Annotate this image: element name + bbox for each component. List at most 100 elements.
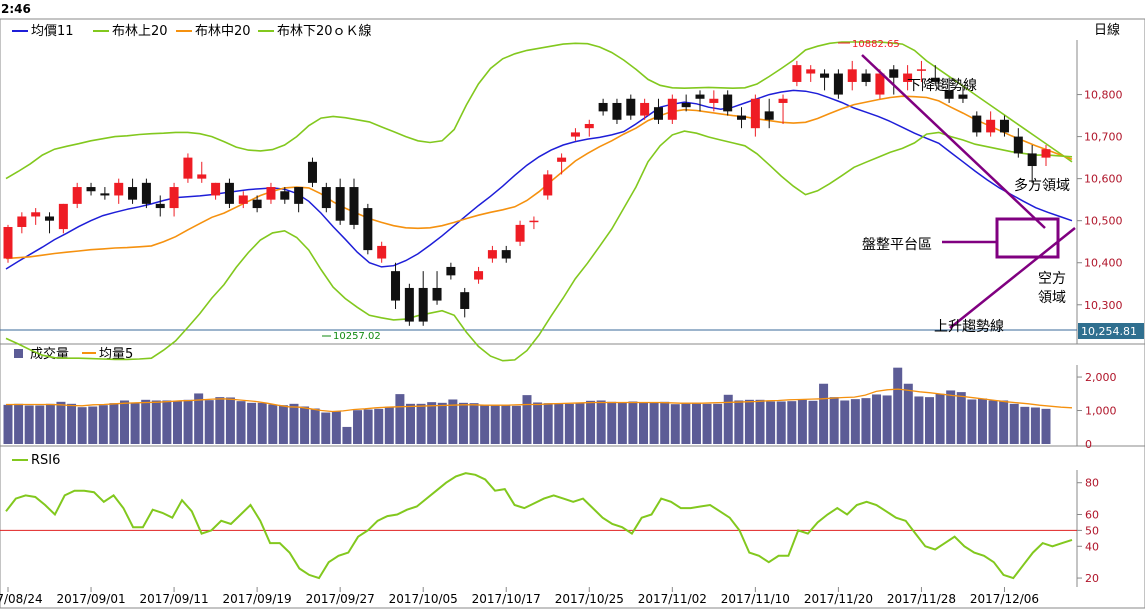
volume-bar xyxy=(999,400,1009,444)
volume-bar xyxy=(850,399,860,444)
volume-bar xyxy=(204,400,214,444)
volume-y-axis: 1,000 2,000 0 xyxy=(1077,371,1117,451)
volume-bar xyxy=(744,399,754,444)
volume-bar xyxy=(1020,406,1030,444)
candle-body xyxy=(986,119,996,133)
volume-bar xyxy=(45,403,55,444)
boll-mid-line xyxy=(5,95,1073,260)
volume-bar xyxy=(14,403,24,444)
date-tick-label: 2017/11/10 xyxy=(721,592,790,606)
candle-body xyxy=(1041,149,1051,158)
legend-rsi6: RSI6 xyxy=(31,453,60,468)
candle-body xyxy=(709,98,719,103)
volume-bar xyxy=(310,408,320,444)
candle-body xyxy=(543,174,553,196)
price-tick-label: 10,500 xyxy=(1084,215,1123,228)
low-price-label: 10257.02 xyxy=(333,331,381,342)
price-tick-label: 10,300 xyxy=(1084,299,1123,312)
date-tick-label: 2017/09/27 xyxy=(306,592,375,606)
volume-bar xyxy=(374,408,384,444)
volume-bar xyxy=(988,400,998,444)
candle-body xyxy=(335,187,345,221)
volume-bar xyxy=(321,412,331,444)
rsi-panel-frame xyxy=(0,445,1145,609)
price-y-axis: 10,300 10,400 10,500 10,600 10,700 10,800 xyxy=(1077,89,1123,312)
short-zone-label-2: 領域 xyxy=(1038,289,1066,306)
volume-bar xyxy=(130,403,140,444)
volume-bar xyxy=(24,405,34,444)
volume-bar xyxy=(120,400,130,444)
rsi-legend: RSI6 xyxy=(12,453,60,468)
high-price-label: 10882.65 xyxy=(852,39,900,50)
volume-bar xyxy=(607,401,617,444)
volume-bar xyxy=(956,392,966,444)
candle-body xyxy=(391,271,401,301)
candle-body xyxy=(944,90,954,99)
volume-bar xyxy=(564,403,574,444)
rsi-tick-label: 50 xyxy=(1085,524,1099,537)
volume-bar xyxy=(56,401,66,444)
date-tick-label: 2017/10/17 xyxy=(472,592,541,606)
candle-body xyxy=(169,187,179,209)
price-tick-label: 10,700 xyxy=(1084,131,1123,144)
candle-body xyxy=(446,266,456,276)
candle-body xyxy=(861,73,871,82)
candle-body xyxy=(114,182,124,196)
last-price-tag: 10,254.81 xyxy=(1078,323,1144,339)
candle-body xyxy=(529,220,539,223)
candle-body xyxy=(958,94,968,99)
legend-volume: 成交量 xyxy=(30,346,69,362)
rsi-tick-label: 60 xyxy=(1085,508,1099,521)
volume-bar xyxy=(670,404,680,444)
volume-bar xyxy=(713,403,723,444)
volume-bar xyxy=(660,401,670,444)
price-legend: 均價11 布林上20 布林中20 布林下20ｏＫ線 xyxy=(12,23,372,39)
volume-bar xyxy=(723,394,733,444)
candle-body xyxy=(197,174,207,179)
volume-bar xyxy=(384,406,394,444)
candle-body xyxy=(737,115,747,120)
candle-body xyxy=(750,98,760,129)
candle-body xyxy=(31,212,41,217)
volume-bar xyxy=(787,401,797,444)
volume-bar xyxy=(109,403,119,444)
candle-body xyxy=(833,73,843,95)
volume-bar xyxy=(363,409,373,444)
volume-bar xyxy=(1009,403,1019,444)
volume-bar xyxy=(268,404,278,444)
volume-bar xyxy=(1041,408,1051,444)
candle-body xyxy=(72,187,82,204)
candle-body xyxy=(45,216,55,221)
legend-ma11: 均價11 xyxy=(31,24,74,39)
volume-bar xyxy=(141,399,151,444)
date-tick-label: 2017/11/02 xyxy=(638,592,707,606)
volume-bar xyxy=(776,401,786,444)
date-tick-label: 2017/08/24 xyxy=(0,592,43,606)
candle-body xyxy=(598,102,608,112)
price-tick-label: 10,800 xyxy=(1084,89,1123,102)
short-zone-label-1: 空方 xyxy=(1038,271,1066,287)
volume-bar xyxy=(35,405,45,444)
volume-bar xyxy=(405,403,415,444)
volume-bar xyxy=(872,394,882,444)
volume-bar xyxy=(935,393,945,444)
price-tick-label: 10,600 xyxy=(1084,173,1123,186)
volume-bar xyxy=(331,411,341,444)
volume-tick-label: 1,000 xyxy=(1085,405,1117,418)
volume-bar xyxy=(575,403,585,444)
volume-bar xyxy=(967,399,977,444)
volume-bar xyxy=(3,404,13,444)
candle-body xyxy=(806,69,816,74)
date-tick-label: 2017/09/01 xyxy=(56,592,125,606)
volume-bar xyxy=(914,396,924,444)
candle-body xyxy=(792,65,802,82)
candle-body xyxy=(626,98,636,116)
legend-boll-up: 布林上20 xyxy=(112,24,168,39)
volume-bar xyxy=(162,400,172,444)
volume-bar xyxy=(903,383,913,444)
candle-body xyxy=(155,203,165,209)
volume-bar xyxy=(861,398,871,444)
volume-bar xyxy=(437,402,447,444)
candle-body xyxy=(266,187,276,200)
